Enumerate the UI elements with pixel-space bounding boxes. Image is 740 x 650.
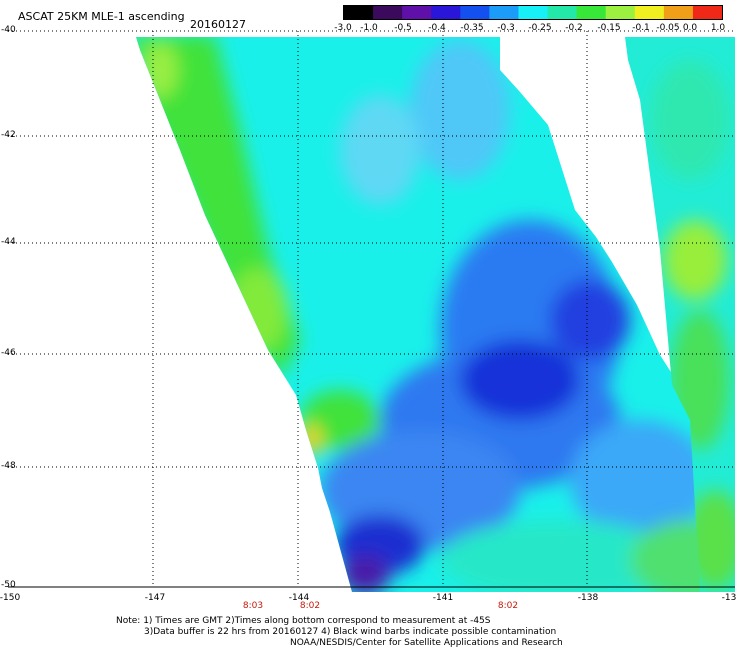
colorbar-label: 1.0 (710, 23, 726, 33)
colorbar-swatch (489, 6, 520, 19)
lat-label: -50 (1, 580, 16, 590)
lat-label: -42 (1, 130, 16, 140)
lon-label: -147 (144, 593, 166, 603)
colorbar-swatch (576, 6, 607, 19)
footer-note-line2: 3)Data buffer is 22 hrs from 20160127 4)… (144, 627, 557, 637)
map-title: ASCAT 25KM MLE-1 ascending (18, 10, 185, 23)
colorbar-swatch (431, 6, 461, 19)
lon-label: -144 (288, 593, 310, 603)
colorbar-label: -0.15 (597, 23, 621, 33)
main-swath-field (136, 37, 735, 592)
colorbar-label: -0.4 (428, 23, 446, 33)
colorbar-label: -1.0 (360, 23, 378, 33)
pass-time-label: 8:03 (242, 601, 264, 611)
colorbar-swatch (344, 6, 374, 19)
colorbar-swatch (605, 6, 636, 19)
colorbar-label: -3.0 (334, 23, 352, 33)
colorbar-label: -0.35 (460, 23, 484, 33)
lon-label: -150 (0, 593, 21, 603)
colorbar-swatch (692, 6, 722, 19)
graticule (8, 30, 735, 587)
footer-note-line1: Note: 1) Times are GMT 2)Times along bot… (116, 616, 491, 626)
colorbar-label: -0.05 (656, 23, 680, 33)
pass-time-label: 8:02 (497, 601, 519, 611)
lon-label: -141 (432, 593, 454, 603)
colorbar-label: -0.1 (632, 23, 650, 33)
colorbar-swatch (373, 6, 403, 19)
colorbar-swatch (518, 6, 549, 19)
colorbar-label: -0.2 (565, 23, 583, 33)
colorbar-swatch (663, 6, 694, 19)
lat-label: -46 (1, 348, 16, 358)
colorbar-swatch (634, 6, 665, 19)
lon-label: -138 (577, 593, 599, 603)
colorbar-swatch (460, 6, 490, 19)
colorbar-label: -0.3 (497, 23, 515, 33)
lon-label: -13 (721, 593, 737, 603)
colorbar-label: -0.5 (394, 23, 412, 33)
map-date: 20160127 (190, 18, 246, 31)
colorbar-swatch (547, 6, 578, 19)
lat-label: -40 (1, 25, 16, 35)
colorbar-label: -0.25 (528, 23, 552, 33)
colorbar (343, 5, 723, 20)
lat-label: -44 (1, 237, 16, 247)
pass-time-label: 8:02 (299, 601, 321, 611)
footer-credit: NOAA/NESDIS/Center for Satellite Applica… (290, 638, 563, 648)
colorbar-swatch (402, 6, 432, 19)
colorbar-swatches (344, 6, 722, 19)
lat-label: -48 (1, 461, 16, 471)
colorbar-label: 0.0 (682, 23, 698, 33)
